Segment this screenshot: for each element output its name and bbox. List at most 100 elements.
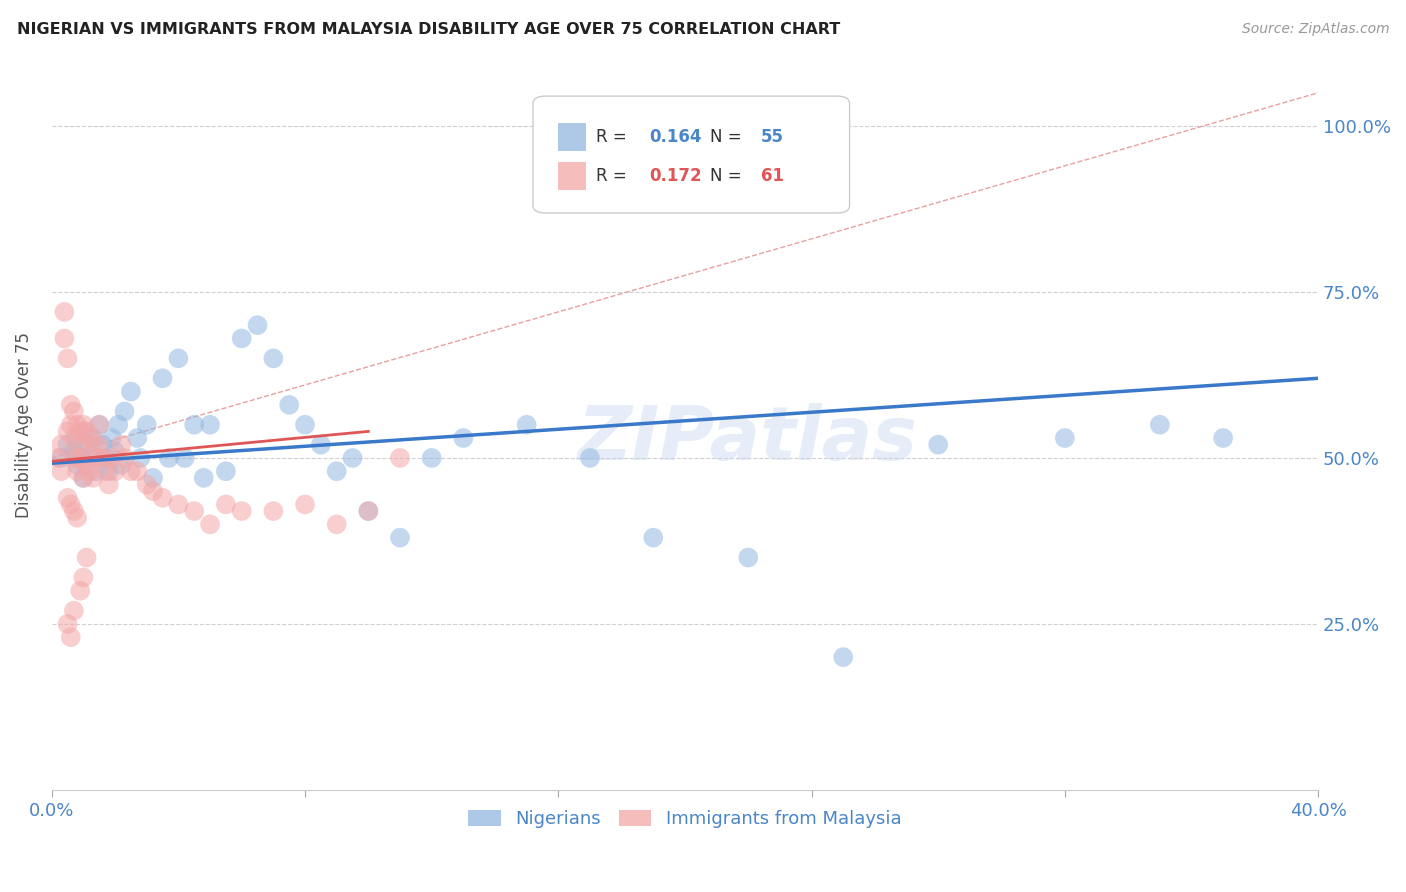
Point [388, 531, 411, 545]
Point [72, 471, 94, 485]
Text: ZIPatlas: ZIPatlas [578, 403, 918, 475]
Point [79, 464, 101, 478]
Point [51, 464, 73, 478]
FancyBboxPatch shape [533, 96, 849, 213]
Point [69, 450, 91, 465]
Point [927, 438, 949, 452]
Point [59, 417, 82, 432]
Point [72, 471, 94, 485]
Point [294, 417, 316, 432]
Point [56, 616, 79, 631]
Point [59, 630, 82, 644]
Point [82, 471, 104, 485]
Point [66, 510, 89, 524]
Point [114, 404, 136, 418]
Point [66, 458, 89, 472]
Point [76, 425, 98, 439]
Point [89, 417, 111, 432]
Point [1149, 417, 1171, 432]
Point [198, 417, 221, 432]
Point [142, 484, 165, 499]
Point [193, 471, 215, 485]
Point [183, 417, 205, 432]
Point [59, 498, 82, 512]
Point [66, 450, 89, 465]
Point [167, 351, 190, 366]
Point [215, 464, 238, 478]
Point [69, 583, 91, 598]
Point [76, 550, 98, 565]
Point [246, 318, 269, 333]
Point [89, 438, 111, 452]
Point [643, 531, 665, 545]
Point [56, 491, 79, 505]
Y-axis label: Disability Age Over 75: Disability Age Over 75 [15, 332, 32, 517]
Point [167, 498, 190, 512]
Point [152, 491, 174, 505]
Point [198, 517, 221, 532]
Text: R =: R = [596, 168, 633, 186]
Point [79, 450, 101, 465]
Point [63, 444, 86, 458]
Point [1212, 431, 1234, 445]
Point [309, 438, 332, 452]
Point [66, 464, 89, 478]
Point [84, 450, 107, 465]
Legend: Nigerians, Immigrants from Malaysia: Nigerians, Immigrants from Malaysia [461, 803, 908, 836]
Point [129, 450, 152, 465]
Point [53, 305, 76, 319]
Point [59, 398, 82, 412]
Point [453, 431, 475, 445]
Point [120, 464, 142, 478]
Point [46, 450, 69, 465]
Point [63, 604, 86, 618]
Point [94, 464, 117, 478]
Point [97, 477, 120, 491]
Text: Source: ZipAtlas.com: Source: ZipAtlas.com [1241, 22, 1389, 37]
Point [72, 425, 94, 439]
Point [79, 431, 101, 445]
Point [579, 450, 602, 465]
Point [1053, 431, 1076, 445]
Point [51, 450, 73, 465]
Point [357, 504, 380, 518]
Point [63, 404, 86, 418]
Point [104, 464, 127, 478]
Point [63, 504, 86, 518]
Point [107, 417, 129, 432]
Point [173, 450, 195, 465]
Point [278, 398, 301, 412]
Point [94, 450, 117, 465]
Point [231, 331, 253, 345]
Point [127, 464, 149, 478]
Point [388, 450, 411, 465]
Point [152, 371, 174, 385]
Text: R =: R = [596, 128, 633, 146]
Point [63, 431, 86, 445]
Point [342, 450, 364, 465]
Point [127, 431, 149, 445]
Point [110, 458, 132, 472]
Text: 0.172: 0.172 [650, 168, 702, 186]
Point [420, 450, 443, 465]
Point [737, 550, 759, 565]
Point [325, 517, 347, 532]
Point [262, 351, 284, 366]
Point [516, 417, 538, 432]
Point [56, 351, 79, 366]
Text: 55: 55 [761, 128, 785, 146]
Point [120, 384, 142, 399]
Point [72, 570, 94, 584]
Point [72, 417, 94, 432]
Point [262, 504, 284, 518]
Point [101, 431, 124, 445]
Point [183, 504, 205, 518]
Point [89, 417, 111, 432]
Point [114, 450, 136, 465]
Bar [558, 123, 586, 151]
Point [56, 438, 79, 452]
Point [82, 431, 104, 445]
Point [76, 438, 98, 452]
Point [76, 458, 98, 472]
Point [66, 431, 89, 445]
